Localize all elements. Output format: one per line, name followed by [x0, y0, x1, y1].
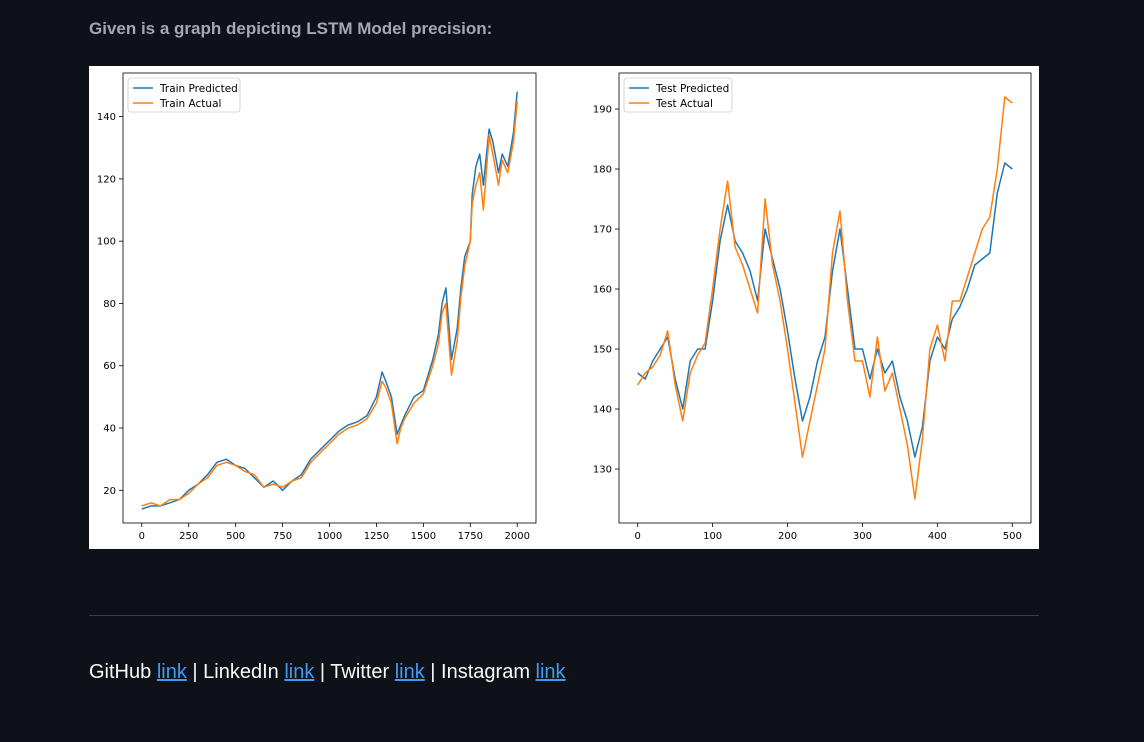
test-y-tick-label: 150: [593, 345, 612, 356]
test-chart: 0 100 200 300 400 500 130 140 150 160 170 180 190 Tes…: [593, 72, 1032, 542]
test-x-tick-label: 0: [635, 531, 641, 542]
train-y-tick-label: 20: [103, 486, 116, 497]
train-legend: Train Predicted Train Actual: [127, 77, 241, 113]
train-x-tick-label: 250: [179, 531, 198, 542]
train-y-tick-label: 60: [103, 361, 116, 372]
twitter-link[interactable]: link: [394, 661, 425, 683]
github-link[interactable]: link: [156, 661, 187, 683]
train-x-tick-label: 0: [139, 531, 145, 542]
test-y-tick-label: 160: [593, 285, 612, 296]
train-x-tick-label: 1250: [364, 531, 389, 542]
train-x-tick-label: 2000: [505, 531, 530, 542]
test-y-tick-label: 190: [593, 105, 612, 116]
lstm-figure-svg: 0 250 500 750 1000 1250 1500 1750 20002040608010…: [97, 72, 1032, 542]
test-y-tick-label: 180: [593, 165, 612, 176]
linkedin-label: | LinkedIn: [186, 661, 285, 683]
section-divider: [89, 615, 1039, 616]
train-legend-label-actual: Train Actual: [159, 98, 221, 110]
test-x-tick-label: 200: [778, 531, 797, 542]
train-series-actual-line: [141, 100, 518, 507]
instagram-link[interactable]: link: [535, 661, 566, 683]
train-series-predicted-line: [141, 91, 518, 510]
test-x-tick-label: 500: [1003, 531, 1022, 542]
train-x-tick-label: 1750: [458, 531, 483, 542]
test-x-tick-label: 300: [853, 531, 872, 542]
test-series-actual-line: [637, 96, 1013, 500]
train-plot-frame: [122, 72, 537, 524]
train-y-tick-label: 40: [103, 424, 116, 435]
twitter-label: | Twitter: [314, 661, 395, 683]
figure-caption: Given is a graph depicting LSTM Model pr…: [89, 19, 493, 38]
test-legend: Test Predicted Test Actual: [623, 77, 733, 113]
github-label: GitHub: [89, 661, 157, 683]
train-x-tick-label: 1000: [317, 531, 342, 542]
train-legend-box: [127, 77, 241, 113]
test-legend-box: [623, 77, 733, 113]
test-y-tick-label: 140: [593, 405, 612, 416]
instagram-label: | Instagram: [424, 661, 536, 683]
linkedin-link[interactable]: link: [284, 661, 315, 683]
train-legend-label-predicted: Train Predicted: [159, 83, 238, 95]
test-y-tick-label: 170: [593, 225, 612, 236]
test-x-tick-label: 400: [928, 531, 947, 542]
test-legend-label-actual: Test Actual: [655, 98, 713, 110]
train-y-tick-label: 100: [97, 237, 116, 248]
train-x-tick-label: 1500: [411, 531, 436, 542]
train-y-tick-label: 80: [103, 299, 116, 310]
test-legend-label-predicted: Test Predicted: [655, 83, 729, 95]
test-x-tick-label: 100: [703, 531, 722, 542]
social-links-footer: GitHub link | LinkedIn link | Twitter li…: [89, 661, 566, 684]
test-plot-frame: [618, 72, 1032, 524]
train-x-tick-label: 750: [273, 531, 292, 542]
train-y-tick-label: 120: [97, 174, 116, 185]
train-y-tick-label: 140: [97, 112, 116, 123]
test-y-tick-label: 130: [593, 465, 612, 476]
train-x-tick-label: 500: [226, 531, 245, 542]
test-series-predicted-line: [637, 162, 1013, 458]
train-chart: 0 250 500 750 1000 1250 1500 1750 2000 20 40 60 80 10…: [97, 72, 537, 542]
lstm-precision-figure: 0 250 500 750 1000 1250 1500 1750 2000 20 40 60 80 10…: [89, 66, 1039, 549]
